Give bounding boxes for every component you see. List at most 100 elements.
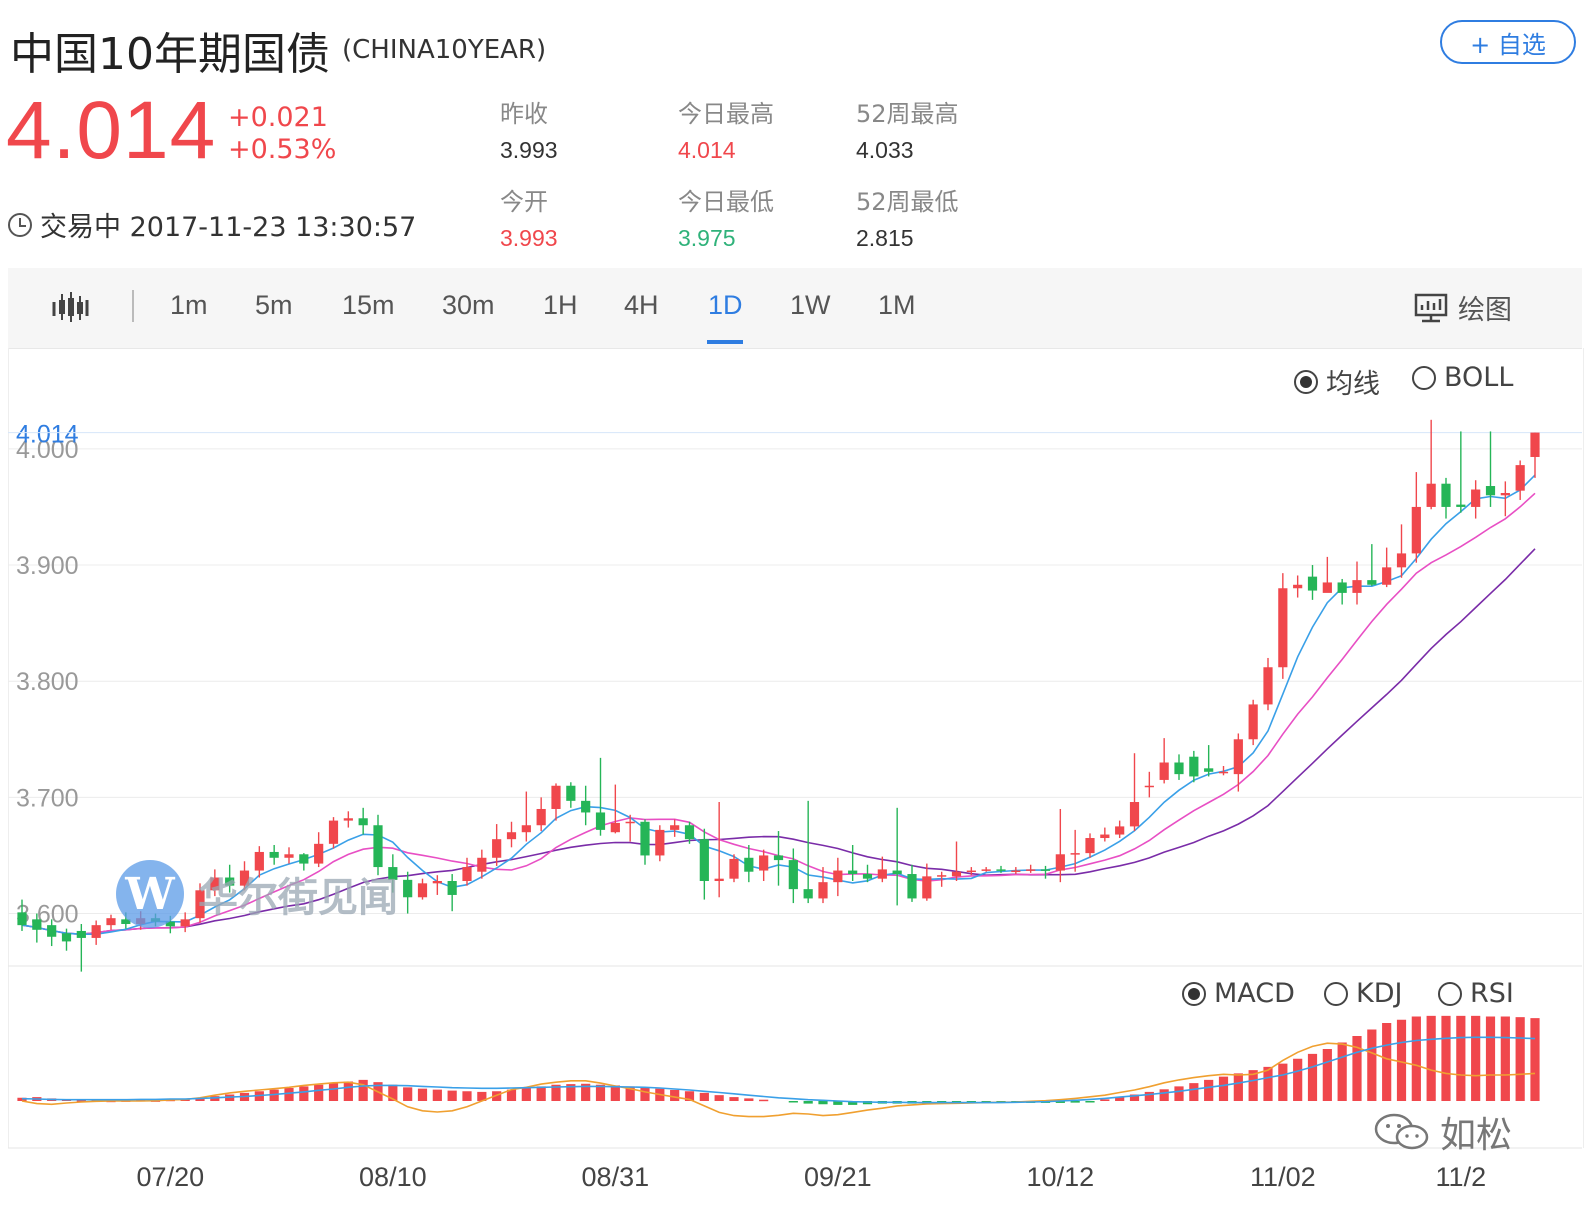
- draw-button[interactable]: 绘图: [1414, 288, 1512, 327]
- tab-30m[interactable]: 30m: [442, 290, 495, 320]
- macd-bar: [462, 1091, 472, 1101]
- candle-body: [848, 870, 858, 875]
- tab-4h[interactable]: 4H: [624, 290, 659, 320]
- last-price: 4.014: [6, 85, 217, 176]
- candle-body: [684, 825, 695, 840]
- tab-5m[interactable]: 5m: [255, 290, 293, 320]
- overlay-boll-radio[interactable]: BOLL: [1412, 362, 1513, 393]
- candle-body: [1337, 582, 1347, 593]
- macd-bar: [640, 1087, 650, 1101]
- candle-body: [655, 829, 665, 856]
- macd-bar: [1396, 1019, 1407, 1101]
- add-watchlist-button[interactable]: + 自选: [1440, 20, 1576, 64]
- macd-bar: [788, 1101, 798, 1103]
- radio-label: MACD: [1214, 978, 1295, 1009]
- macd-bar: [1144, 1091, 1154, 1101]
- draw-label: 绘图: [1458, 295, 1512, 326]
- candlestick-icon[interactable]: [50, 290, 90, 324]
- candle-body: [47, 925, 57, 937]
- macd-bar: [1055, 1101, 1065, 1103]
- macd-bar: [833, 1101, 843, 1105]
- x-tick-label: 11/02: [1250, 1162, 1316, 1192]
- candle-body: [1530, 432, 1540, 457]
- macd-bar: [492, 1091, 502, 1101]
- macd-bar: [1337, 1042, 1347, 1101]
- watermark: W 华尔街见闻: [116, 860, 398, 928]
- candle-body: [966, 870, 976, 873]
- candle-body: [1322, 582, 1332, 593]
- candle-body: [640, 821, 650, 856]
- macd-bar: [1307, 1053, 1318, 1101]
- candle-body: [1248, 704, 1258, 740]
- candle-body: [1011, 870, 1021, 873]
- radio-empty-icon: [1412, 365, 1436, 390]
- candle-body: [417, 883, 428, 898]
- stat-value: 3.993: [500, 137, 558, 163]
- candle-body: [180, 919, 190, 927]
- macd-bar: [1515, 1017, 1525, 1101]
- candle-body: [1500, 492, 1510, 496]
- indicator-macd-radio[interactable]: MACD: [1182, 978, 1295, 1009]
- candle-body: [1485, 486, 1496, 496]
- candle-body: [462, 867, 472, 882]
- candle-body: [581, 800, 591, 813]
- candle-body: [388, 867, 398, 880]
- macd-bar: [759, 1099, 769, 1102]
- candle-body: [1129, 802, 1140, 827]
- candle-body: [566, 785, 576, 801]
- candle-body: [492, 839, 502, 858]
- candle-body: [1218, 771, 1229, 774]
- period-toolbar: 1m 5m 15m 30m 1H 4H 1D 1W 1M 绘图: [8, 268, 1582, 349]
- indicator-rsi-radio[interactable]: RSI: [1438, 978, 1514, 1009]
- candle-body: [17, 912, 27, 926]
- candle-body: [1070, 853, 1080, 855]
- chart-area: [8, 348, 1584, 1148]
- stat-52w-high: 52周最高 4.033: [856, 94, 959, 164]
- candle-body: [744, 857, 754, 872]
- tab-1h[interactable]: 1H: [543, 290, 578, 320]
- overlay-ma-radio[interactable]: 均线: [1294, 362, 1380, 401]
- candle-body: [862, 874, 873, 879]
- candle-body: [284, 854, 294, 858]
- stat-value: 4.014: [678, 137, 736, 163]
- candle-body: [670, 825, 680, 830]
- macd-bar: [848, 1101, 858, 1105]
- macd-bar: [818, 1101, 828, 1105]
- candle-body: [922, 876, 932, 899]
- candle-body: [328, 820, 339, 844]
- active-tab-indicator: [707, 340, 743, 344]
- tab-1m[interactable]: 1m: [170, 290, 208, 320]
- candle-body: [1100, 834, 1110, 839]
- candle-body: [358, 818, 368, 826]
- candle-body: [1204, 768, 1214, 772]
- macd-bar: [1233, 1073, 1243, 1101]
- macd-bar: [1471, 1015, 1481, 1101]
- candle-body: [1426, 483, 1436, 507]
- tab-1d[interactable]: 1D: [708, 290, 743, 320]
- candle-body: [314, 843, 324, 864]
- stat-label: 昨收: [500, 100, 548, 128]
- tab-1w[interactable]: 1W: [790, 290, 831, 320]
- tab-15m[interactable]: 15m: [342, 290, 395, 320]
- tab-1mo[interactable]: 1M: [878, 290, 916, 320]
- candle-body: [996, 869, 1006, 871]
- candle-body: [1382, 567, 1392, 585]
- macd-bar: [1456, 1015, 1466, 1101]
- macd-bar: [1189, 1083, 1199, 1101]
- stat-label: 52周最高: [856, 100, 959, 128]
- candle-body: [788, 860, 798, 890]
- macd-bar: [744, 1098, 754, 1101]
- macd-bar: [328, 1083, 339, 1101]
- stat-label: 今开: [500, 188, 548, 216]
- radio-label: 均线: [1326, 369, 1380, 400]
- candle-body: [1174, 762, 1184, 775]
- candle-body: [759, 855, 769, 871]
- candle-body: [1293, 584, 1303, 589]
- indicator-kdj-radio[interactable]: KDJ: [1324, 978, 1402, 1009]
- stat-52w-low: 52周最低 2.815: [856, 182, 959, 252]
- stat-value: 2.815: [856, 225, 914, 251]
- macd-bar: [699, 1092, 709, 1101]
- macd-bar: [1248, 1070, 1258, 1101]
- stat-label: 今日最高: [678, 100, 774, 128]
